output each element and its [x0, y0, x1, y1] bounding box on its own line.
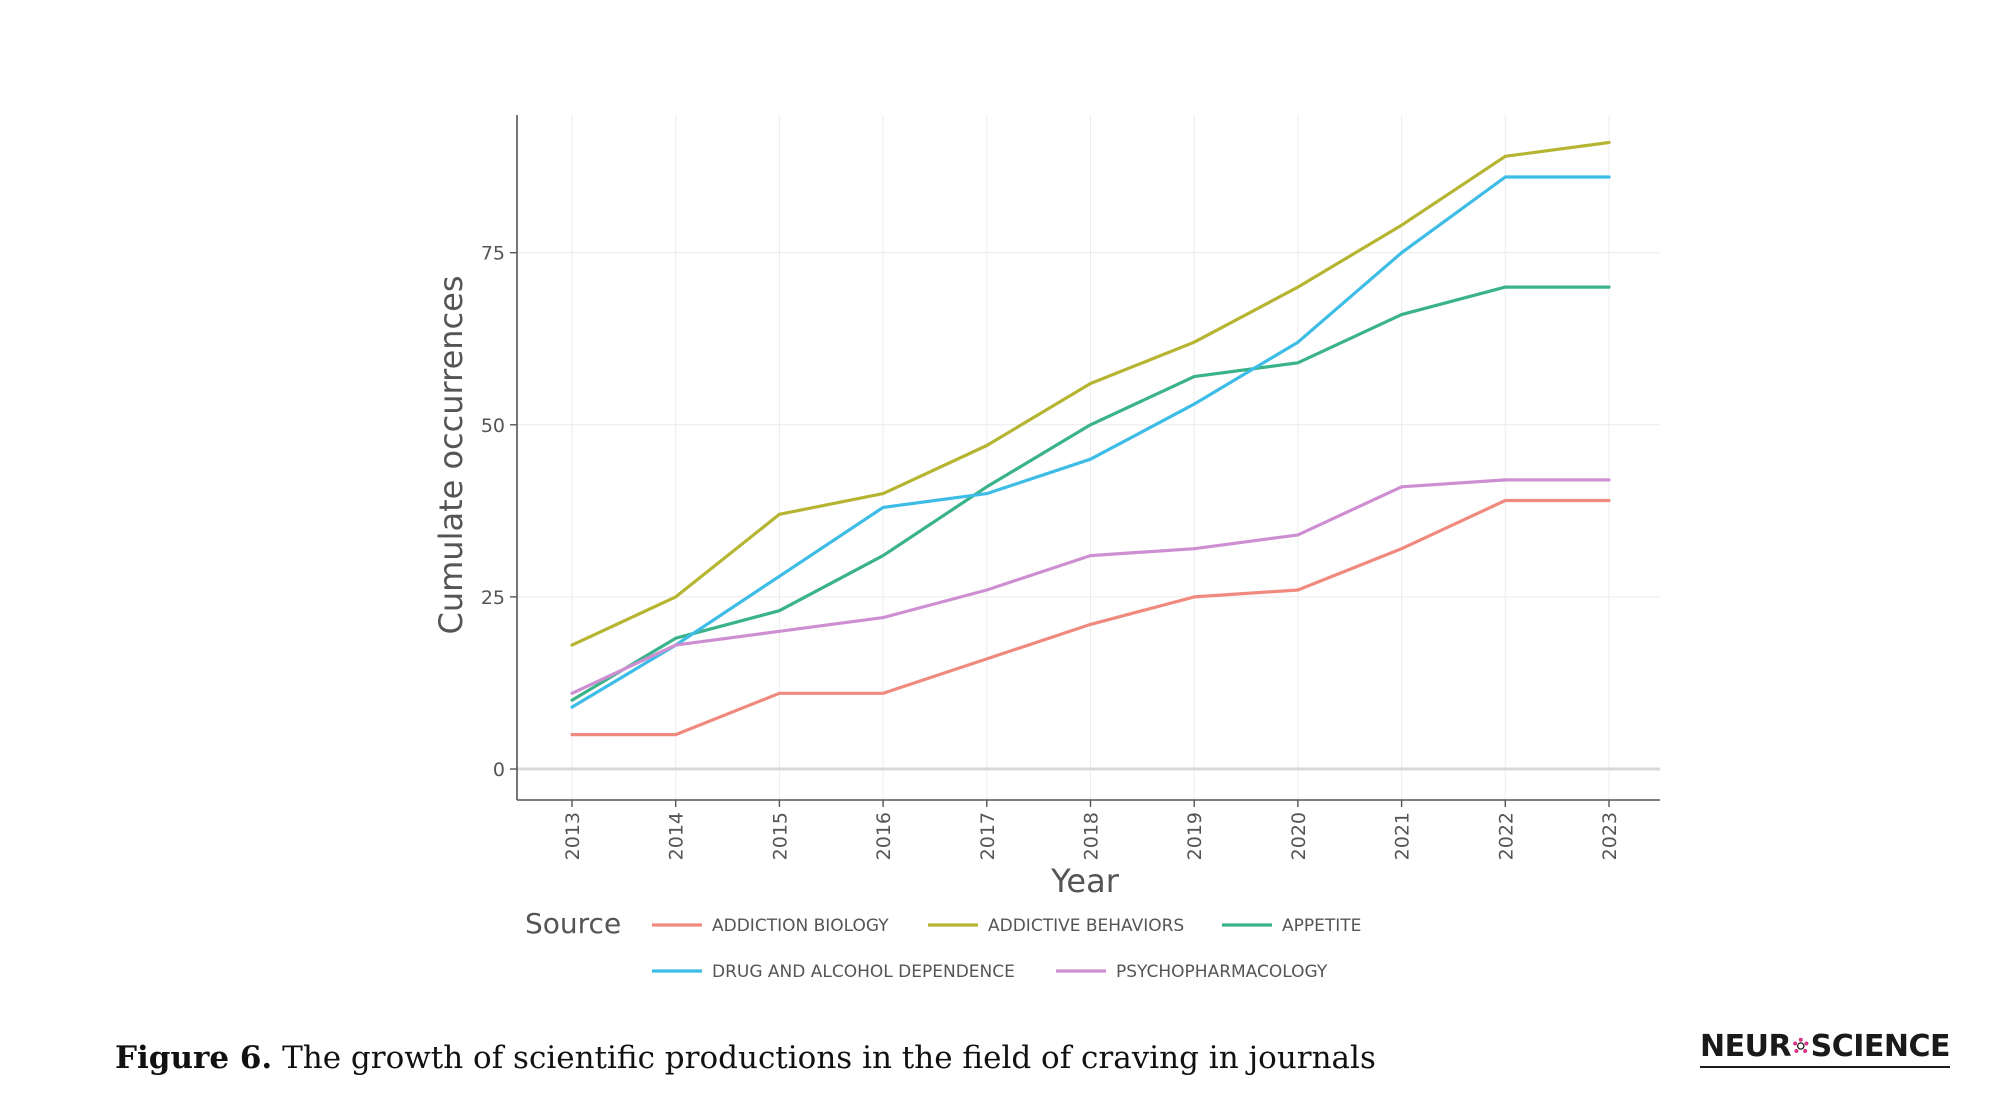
figure-caption: Figure 6. The growth of scientific produ… — [115, 1040, 1376, 1076]
legend-item: ADDICTION BIOLOGY — [652, 916, 889, 936]
x-tick-label: 2014 — [666, 812, 688, 860]
series-lines — [570, 140, 1611, 737]
x-axis-title: Year — [1050, 862, 1120, 900]
legend-label: ADDICTIVE BEHAVIORS — [988, 916, 1184, 936]
y-axis-title: Cumulate occurrences — [432, 276, 470, 635]
x-tick-label: 2019 — [1184, 812, 1206, 860]
caption-lead: Figure 6. — [115, 1040, 273, 1076]
x-tick-label: 2018 — [1081, 812, 1103, 860]
brand-logo: NEUR SCIENCE — [1700, 1026, 1951, 1068]
legend-item: DRUG AND ALCOHOL DEPENDENCE — [652, 962, 1015, 982]
series-line — [570, 175, 1611, 709]
legend-label: DRUG AND ALCOHOL DEPENDENCE — [712, 962, 1015, 982]
y-tick-label: 25 — [481, 587, 505, 609]
x-tick-label: 2017 — [977, 812, 999, 860]
x-tick-label: 2023 — [1599, 812, 1621, 860]
molecule-icon — [1793, 1037, 1809, 1054]
x-tick-label: 2015 — [769, 812, 791, 860]
legend-title: Source — [525, 907, 621, 940]
series-line — [570, 478, 1611, 695]
series-line — [570, 285, 1611, 702]
legend-label: APPETITE — [1282, 916, 1361, 936]
y-tick-label: 50 — [481, 415, 505, 437]
x-tick-labels: 2013 2014 2015 2016 2017 2018 2019 2020 2021 2022… — [562, 812, 1621, 860]
x-tick-label: 2021 — [1392, 812, 1414, 860]
y-tick-label: 0 — [493, 759, 505, 781]
x-tick-label: 2022 — [1495, 812, 1517, 860]
brand-text-right: SCIENCE — [1810, 1028, 1951, 1064]
series-line — [570, 140, 1611, 647]
legend-item: APPETITE — [1222, 916, 1361, 936]
x-tick-label: 2016 — [873, 812, 895, 860]
axes — [510, 115, 1660, 807]
y-tick-label: 75 — [481, 243, 505, 265]
legend-label: PSYCHOPHARMACOLOGY — [1116, 962, 1328, 982]
legend-item: PSYCHOPHARMACOLOGY — [1056, 962, 1328, 982]
legend: ADDICTION BIOLOGY ADDICTIVE BEHAVIORS APPE… — [652, 916, 1361, 982]
brand-text-left: NEUR — [1700, 1028, 1792, 1064]
caption-text: The growth of scientific productions in … — [272, 1040, 1376, 1076]
series-line — [570, 498, 1611, 737]
legend-item: ADDICTIVE BEHAVIORS — [928, 916, 1184, 936]
gridlines — [517, 115, 1660, 800]
x-tick-label: 2020 — [1288, 812, 1310, 860]
x-tick-label: 2013 — [562, 812, 584, 860]
legend-label: ADDICTION BIOLOGY — [712, 916, 889, 936]
y-tick-labels: 0 25 50 75 — [481, 243, 505, 781]
